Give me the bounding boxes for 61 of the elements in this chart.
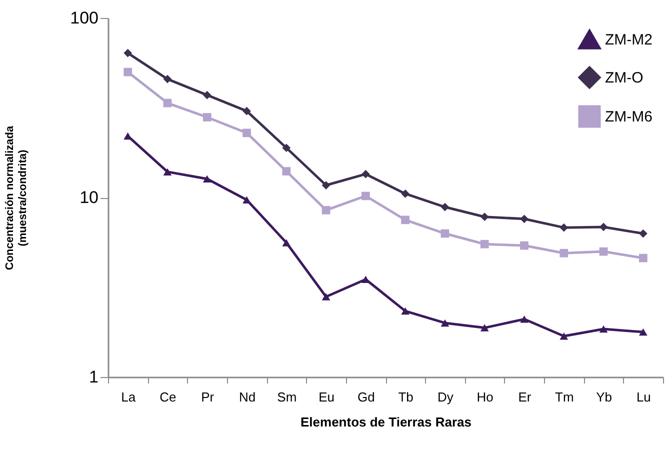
point (163, 98, 172, 108)
point (440, 229, 450, 238)
x-tick-label: La (121, 390, 136, 404)
point (638, 254, 648, 262)
point (440, 319, 450, 327)
x-tick-label: Gd (358, 390, 375, 404)
point (401, 307, 410, 315)
point (202, 113, 212, 122)
x-tick-label: Lu (636, 390, 651, 404)
point (520, 214, 528, 224)
x-tick-label: Nd (238, 390, 256, 404)
point (322, 181, 330, 190)
point (480, 324, 489, 332)
legend-label: ZM-O (605, 70, 644, 86)
point (560, 332, 568, 340)
x-tick-label: Er (518, 390, 532, 404)
point (202, 175, 212, 182)
x-tick-label: Pr (201, 390, 215, 404)
x-tick-label: Sm (277, 390, 297, 404)
legend-label: ZM-M6 (605, 108, 652, 126)
point (242, 196, 251, 204)
point (440, 202, 450, 212)
point (322, 293, 330, 300)
point (520, 241, 528, 250)
y-tick-label: 10 (80, 188, 98, 207)
x-tick-label: Eu (318, 390, 334, 404)
point (124, 48, 132, 58)
point (124, 68, 132, 76)
point (638, 328, 648, 336)
x-axis-title: Elementos de Tierras Raras (300, 414, 472, 430)
point (480, 212, 489, 222)
point (282, 239, 291, 246)
point (163, 168, 172, 176)
point (638, 229, 648, 238)
point (560, 248, 568, 258)
point (242, 106, 251, 116)
point (163, 74, 172, 84)
legend-label: ZM-M2 (605, 32, 652, 48)
y-tick-label: 1 (89, 368, 98, 386)
point (361, 192, 370, 200)
point (599, 247, 608, 256)
y-axis-title: Concentración normalizada (muestra/condrita) (4, 125, 30, 270)
x-tick-label: Dy (438, 390, 454, 404)
point (282, 167, 291, 176)
point (401, 190, 410, 198)
point (202, 90, 212, 100)
point (599, 325, 608, 333)
x-tick-label: Ho (476, 390, 494, 404)
y-tick-label: 100 (70, 8, 98, 28)
point (599, 222, 608, 232)
point (322, 206, 330, 214)
point (520, 316, 528, 323)
x-tick-label: Yb (596, 390, 612, 404)
point (480, 240, 489, 248)
x-tick-label: Tb (398, 390, 414, 404)
x-tick-label: Ce (160, 390, 176, 404)
point (282, 144, 291, 152)
point (242, 128, 251, 138)
point (401, 216, 410, 224)
point (361, 170, 370, 178)
x-tick-label: Tm (555, 390, 574, 404)
